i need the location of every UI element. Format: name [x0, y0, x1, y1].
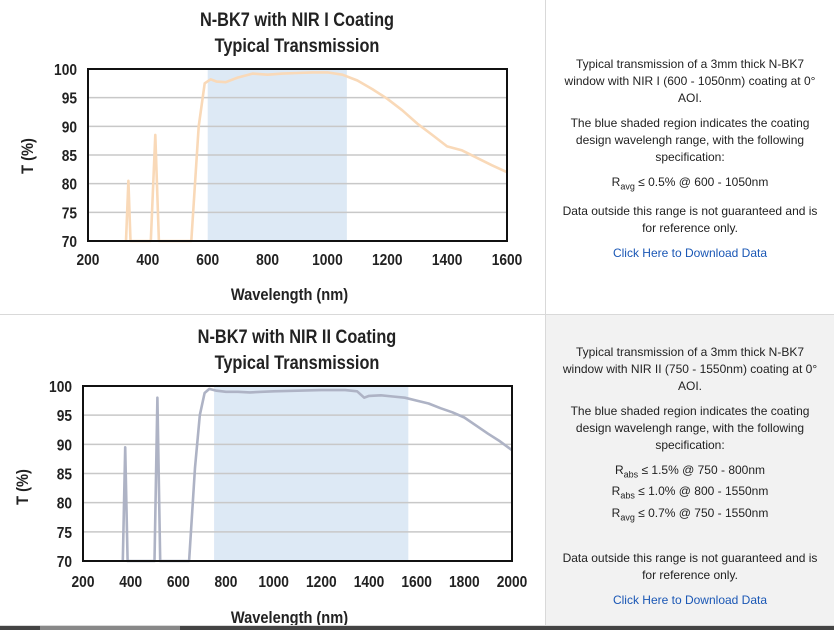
x-tick-label: 800	[256, 251, 279, 269]
x-tick-label: 1600	[401, 573, 432, 591]
spec-line: Rabs ≤ 1.0% @ 800 - 1550nm	[560, 483, 820, 504]
x-tick-label: 200	[77, 251, 100, 269]
description-shaded-note: The blue shaded region indicates the coa…	[570, 404, 810, 452]
x-axis-label: Wavelength (nm)	[231, 286, 348, 304]
y-tick-label: 90	[57, 436, 72, 454]
y-tick-label: 85	[57, 466, 72, 484]
x-tick-label: 200	[72, 573, 95, 591]
y-tick-label: 100	[49, 378, 72, 396]
x-tick-label: 400	[136, 251, 159, 269]
spec-line: Ravg ≤ 0.7% @ 750 - 1550nm	[560, 505, 820, 526]
spec-symbol: R	[611, 175, 621, 189]
plot-frame	[82, 385, 513, 562]
x-tick-label: 1400	[354, 573, 385, 591]
spec-text: ≤ 1.5% @ 750 - 800nm	[638, 463, 766, 477]
y-axis-label: T (%)	[14, 469, 32, 505]
y-tick-label: 70	[62, 233, 77, 251]
x-tick-label: 1000	[258, 573, 289, 591]
description-block: Typical transmission of a 3mm thick N-BK…	[546, 56, 834, 270]
download-data-link[interactable]: Click Here to Download Data	[612, 246, 768, 261]
y-tick-label: 70	[57, 553, 72, 571]
description-shaded-note: The blue shaded region indicates the coa…	[570, 116, 810, 164]
description-disclaimer: Data outside this range is not guarantee…	[562, 551, 818, 583]
spec-subscript: avg	[620, 181, 635, 192]
y-tick-label: 95	[57, 407, 72, 425]
x-tick-label: 1200	[306, 573, 337, 591]
spec-symbol: R	[611, 505, 621, 520]
description-disclaimer: Data outside this range is not guarantee…	[562, 204, 818, 236]
y-tick-label: 80	[57, 495, 72, 513]
y-tick-label: 90	[62, 118, 77, 136]
y-tick-label: 85	[62, 147, 77, 165]
download-data-link[interactable]: Click Here to Download Data	[612, 593, 768, 608]
spec-subscript: abs	[620, 490, 635, 501]
x-tick-label: 2000	[497, 573, 528, 591]
description-cell: Typical transmission of a 3mm thick N-BK…	[546, 0, 834, 314]
scrollbar-thumb[interactable]	[40, 626, 180, 630]
x-tick-label: 600	[196, 251, 219, 269]
x-tick-label: 1600	[492, 251, 523, 269]
spec-text: ≤ 0.7% @ 750 - 1550nm	[634, 505, 769, 520]
product-row-nir-ii: N-BK7 with NIR II Coating Typical Transmi…	[0, 315, 834, 627]
transmission-chart-nir-ii: N-BK7 with NIR II Coating Typical Transmi…	[14, 326, 528, 627]
spec-symbol: R	[614, 463, 624, 477]
y-tick-label: 100	[54, 61, 77, 79]
x-tick-label: 1800	[449, 573, 480, 591]
x-tick-label: 400	[119, 573, 142, 591]
x-tick-label: 1400	[432, 251, 463, 269]
y-tick-label: 75	[57, 524, 72, 542]
spec-subscript: avg	[620, 512, 635, 523]
chart-cell: N-BK7 with NIR II Coating Typical Transmi…	[0, 315, 546, 627]
spec-text: ≤ 1.0% @ 800 - 1550nm	[634, 484, 769, 499]
description-cell: Typical transmission of a 3mm thick N-BK…	[546, 315, 834, 625]
plot-frame	[87, 68, 508, 242]
spec-symbol: R	[611, 484, 621, 499]
x-axis-label: Wavelength (nm)	[231, 609, 348, 625]
chart-title-line-1: N-BK7 with NIR I Coating	[200, 9, 394, 30]
chart-title-line-1: N-BK7 with NIR II Coating	[198, 326, 397, 347]
y-tick-label: 75	[62, 204, 77, 222]
chart-cell: N-BK7 with NIR I Coating Typical Transmis…	[0, 0, 546, 314]
chart-title-line-2: Typical Transmission	[215, 35, 380, 56]
chart-title-line-2: Typical Transmission	[215, 352, 380, 373]
spec-line: Ravg ≤ 0.5% @ 600 - 1050nm	[560, 174, 820, 195]
y-tick-label: 95	[62, 90, 77, 108]
product-row-nir-i: N-BK7 with NIR I Coating Typical Transmis…	[0, 0, 834, 315]
horizontal-scrollbar[interactable]	[0, 626, 834, 630]
y-tick-label: 80	[62, 176, 77, 194]
description-intro: Typical transmission of a 3mm thick N-BK…	[564, 57, 816, 105]
y-axis-label: T (%)	[19, 138, 37, 174]
x-tick-label: 600	[167, 573, 190, 591]
spec-line: Rabs ≤ 1.5% @ 750 - 800nm	[560, 462, 820, 483]
transmission-chart-nir-i: N-BK7 with NIR I Coating Typical Transmis…	[19, 9, 523, 304]
x-tick-label: 1200	[372, 251, 403, 269]
x-tick-label: 1000	[312, 251, 343, 269]
description-block: Typical transmission of a 3mm thick N-BK…	[546, 344, 834, 617]
spec-subscript: abs	[623, 469, 639, 480]
spec-text: ≤ 0.5% @ 600 - 1050nm	[634, 175, 769, 189]
x-tick-label: 800	[215, 573, 238, 591]
description-intro: Typical transmission of a 3mm thick N-BK…	[562, 345, 818, 393]
